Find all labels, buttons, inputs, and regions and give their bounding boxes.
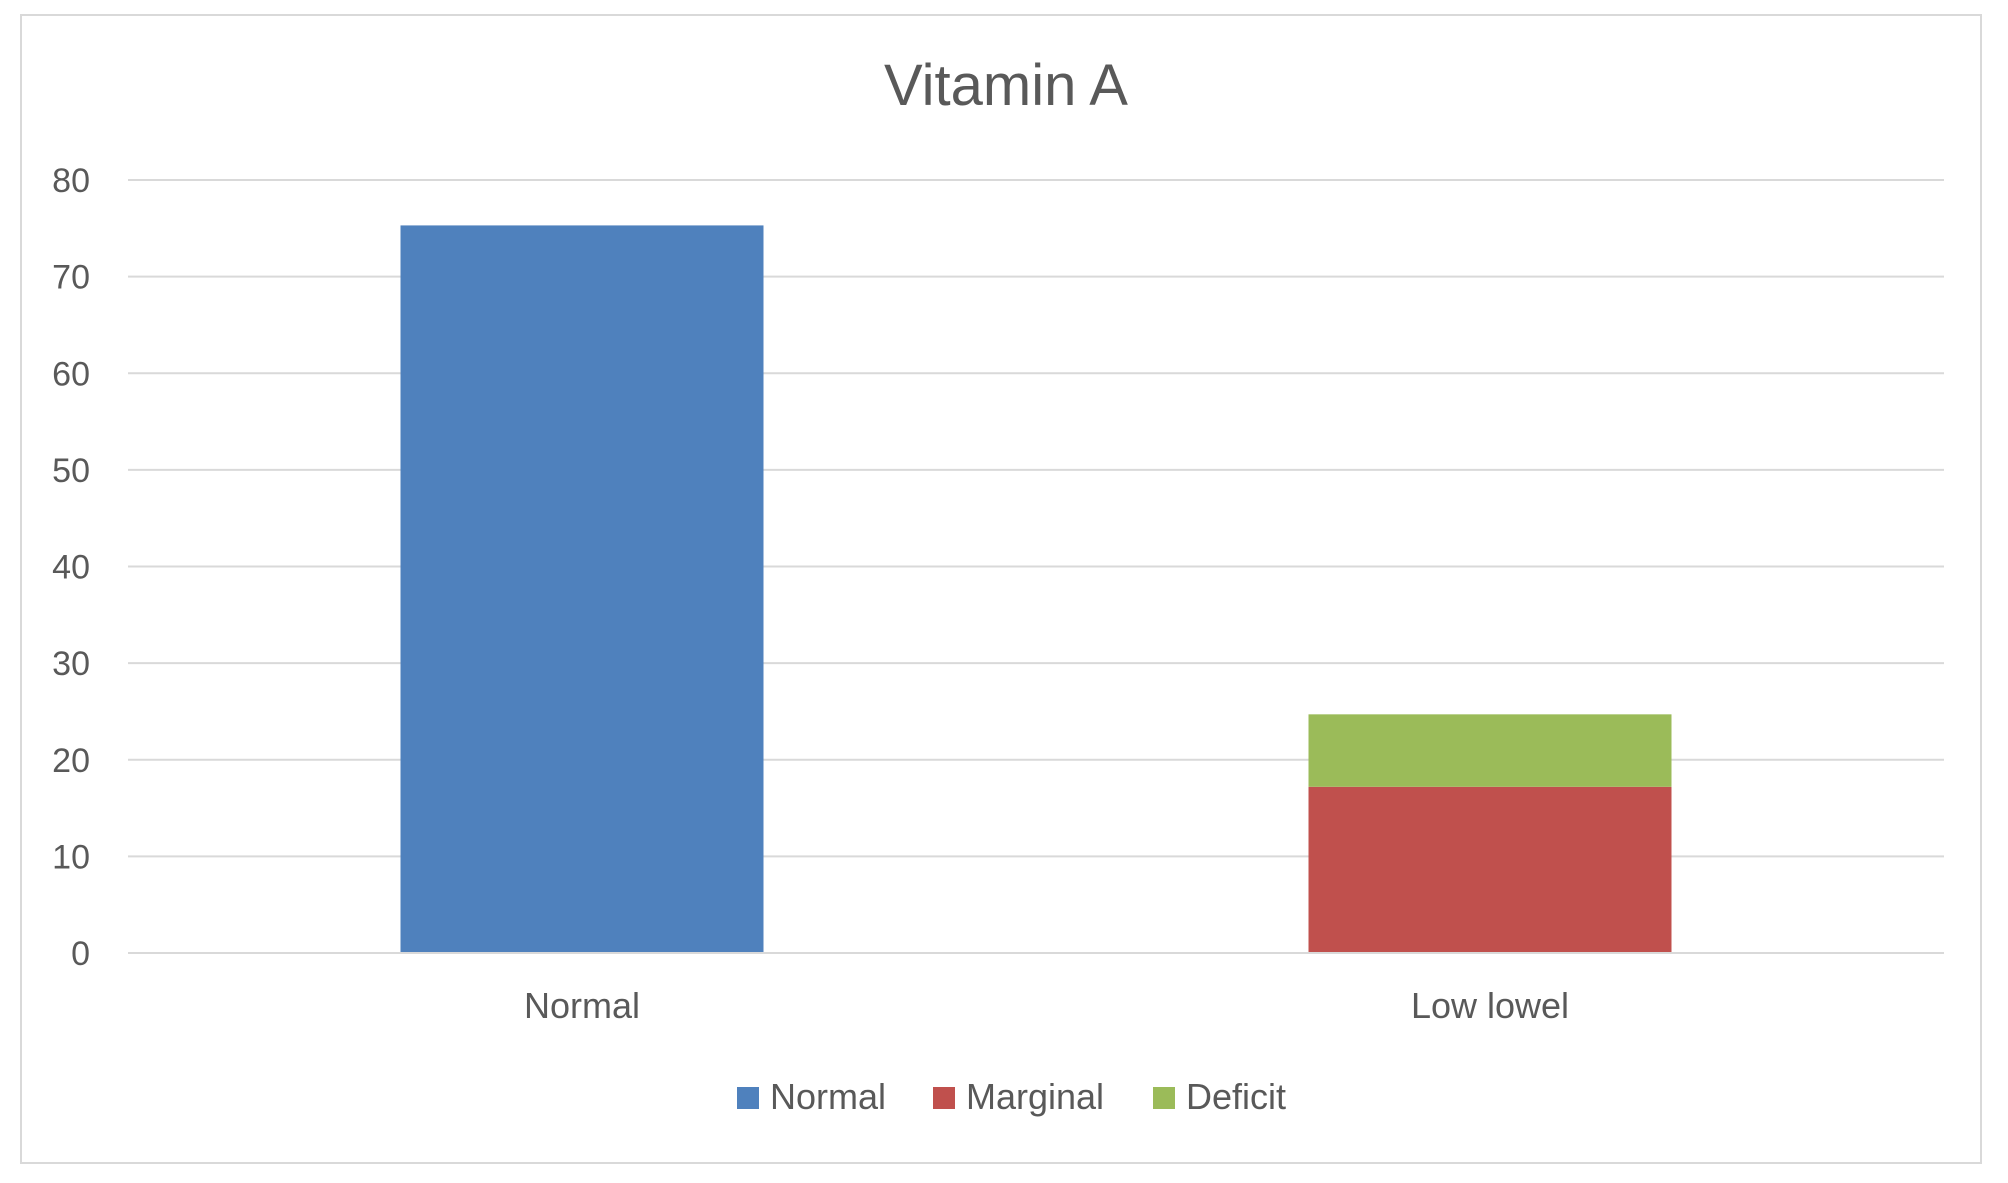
legend-label-deficit: Deficit	[1186, 1076, 1286, 1117]
y-tick-label-80: 80	[52, 162, 90, 200]
x-category-label-0: Normal	[524, 985, 640, 1026]
legend-swatch-marginal	[933, 1087, 955, 1109]
bar-normal-normal	[400, 225, 764, 953]
y-tick-label-50: 50	[52, 452, 90, 490]
legend-swatch-normal	[737, 1087, 759, 1109]
y-tick-label-0: 0	[71, 935, 90, 973]
bars	[400, 225, 1672, 953]
y-tick-label-70: 70	[52, 259, 90, 297]
y-tick-label-60: 60	[52, 355, 90, 393]
legend: Normal Marginal Deficit	[737, 1076, 1286, 1117]
bar-low-lowel-deficit	[1308, 714, 1672, 787]
y-tick-label-20: 20	[52, 742, 90, 780]
x-axis-category-labels: Normal Low lowel	[524, 985, 1569, 1026]
y-tick-label-40: 40	[52, 549, 90, 587]
y-axis-tick-labels: 0 10 20 30 40 50 60 70 80	[52, 162, 90, 973]
legend-swatch-deficit	[1153, 1087, 1175, 1109]
legend-label-normal: Normal	[770, 1076, 886, 1117]
y-tick-label-30: 30	[52, 645, 90, 683]
x-category-label-1: Low lowel	[1411, 985, 1569, 1026]
bar-low-lowel-marginal	[1308, 786, 1672, 953]
legend-label-marginal: Marginal	[966, 1076, 1104, 1117]
chart-title: Vitamin A	[884, 53, 1128, 118]
chart-frame	[20, 14, 1982, 1164]
y-tick-label-10: 10	[52, 838, 90, 876]
gridlines	[128, 179, 1944, 858]
